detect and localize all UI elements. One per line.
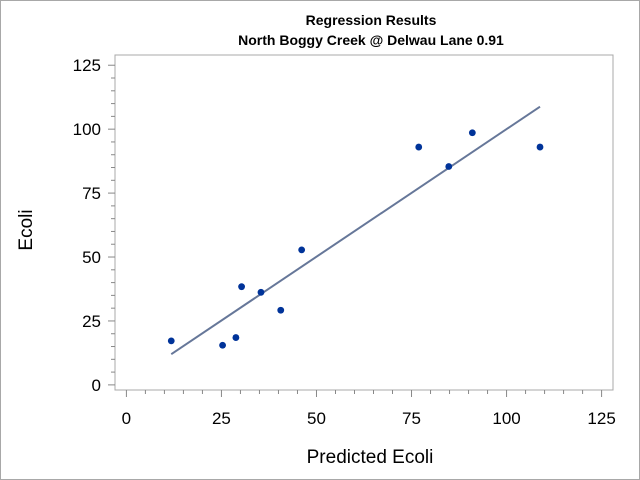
data-point: [536, 143, 544, 151]
x-axis: 0 25 50 75 100 125: [122, 390, 616, 428]
x-tick-label: 75: [402, 409, 421, 428]
data-points: [167, 129, 544, 349]
data-point: [219, 341, 226, 349]
y-tick-label: 0: [92, 376, 101, 395]
x-axis-title: Predicted Ecoli: [307, 447, 434, 468]
x-tick-label: 25: [212, 409, 231, 428]
x-tick-label: 125: [587, 409, 615, 428]
y-tick-label: 50: [82, 248, 101, 267]
y-axis-title: Ecoli: [16, 209, 37, 250]
data-point: [298, 246, 306, 254]
y-axis: 0 25 50 75 100 125: [73, 56, 115, 395]
data-point: [445, 163, 453, 170]
data-point: [257, 288, 265, 296]
data-point: [277, 306, 285, 314]
x-tick-label: 0: [122, 409, 131, 428]
data-point: [238, 283, 245, 291]
chart-subtitle: North Boggy Creek @ Delwau Lane 0.91: [238, 32, 504, 48]
x-tick-label: 50: [307, 409, 326, 428]
y-tick-label: 75: [82, 184, 101, 203]
data-point: [468, 129, 476, 137]
plot-area: [114, 54, 614, 391]
data-point: [167, 337, 175, 345]
x-tick-label: 100: [492, 409, 520, 428]
regression-line: [170, 105, 541, 356]
data-point: [232, 334, 240, 341]
y-tick-label: 25: [82, 312, 101, 331]
y-tick-label: 100: [73, 120, 101, 139]
data-point: [415, 143, 423, 151]
chart-title: Regression Results: [306, 12, 437, 28]
y-tick-label: 125: [73, 56, 101, 75]
